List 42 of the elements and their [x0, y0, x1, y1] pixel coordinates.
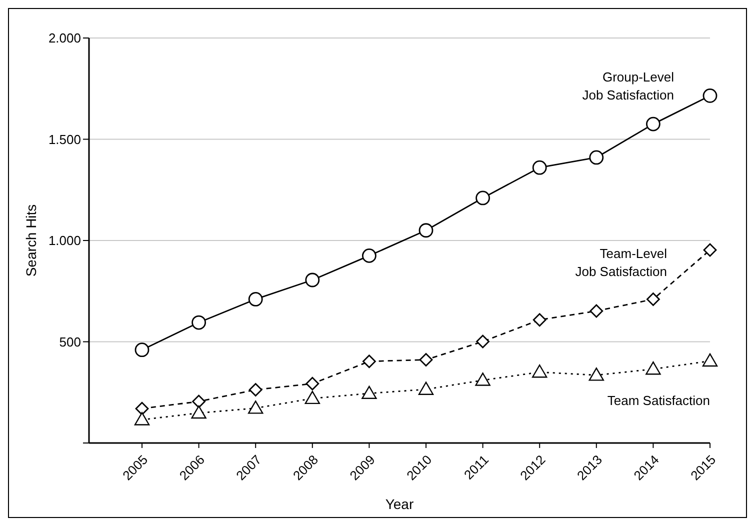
point — [702, 353, 718, 367]
point — [362, 354, 376, 368]
y-axis-title: Search Hits — [22, 204, 39, 277]
point — [305, 272, 320, 288]
point — [646, 361, 661, 375]
point — [418, 382, 434, 395]
point — [192, 394, 206, 408]
point — [135, 402, 149, 416]
series-label: Team Satisfaction — [607, 392, 710, 408]
series-label: Team-Level Job Satisfaction — [575, 246, 668, 280]
point — [532, 313, 546, 327]
point — [418, 223, 434, 238]
point — [362, 386, 377, 399]
point — [304, 390, 320, 404]
point — [532, 364, 548, 378]
point — [588, 368, 604, 381]
y-tick-label: 2.000 — [48, 30, 81, 46]
y-tick-label: 1.000 — [48, 233, 81, 248]
y-tick-label: 1.500 — [48, 132, 81, 147]
point — [476, 334, 490, 348]
point — [192, 315, 206, 330]
series-label: Group-Level Job Satisfaction — [582, 70, 674, 103]
point — [476, 190, 490, 206]
point — [419, 353, 433, 366]
y-tick-label: 500 — [59, 334, 81, 350]
point — [191, 405, 206, 419]
point — [134, 412, 150, 426]
point — [702, 88, 718, 103]
point — [532, 160, 547, 175]
point — [134, 342, 150, 358]
point — [248, 383, 262, 396]
point — [646, 292, 660, 306]
point — [646, 116, 660, 132]
point — [475, 372, 490, 386]
point — [248, 400, 264, 414]
point — [306, 376, 320, 390]
point — [362, 248, 376, 263]
point — [589, 150, 604, 165]
point — [590, 304, 604, 318]
x-axis-title: Year — [385, 496, 414, 512]
point — [703, 243, 717, 257]
point — [248, 292, 263, 306]
